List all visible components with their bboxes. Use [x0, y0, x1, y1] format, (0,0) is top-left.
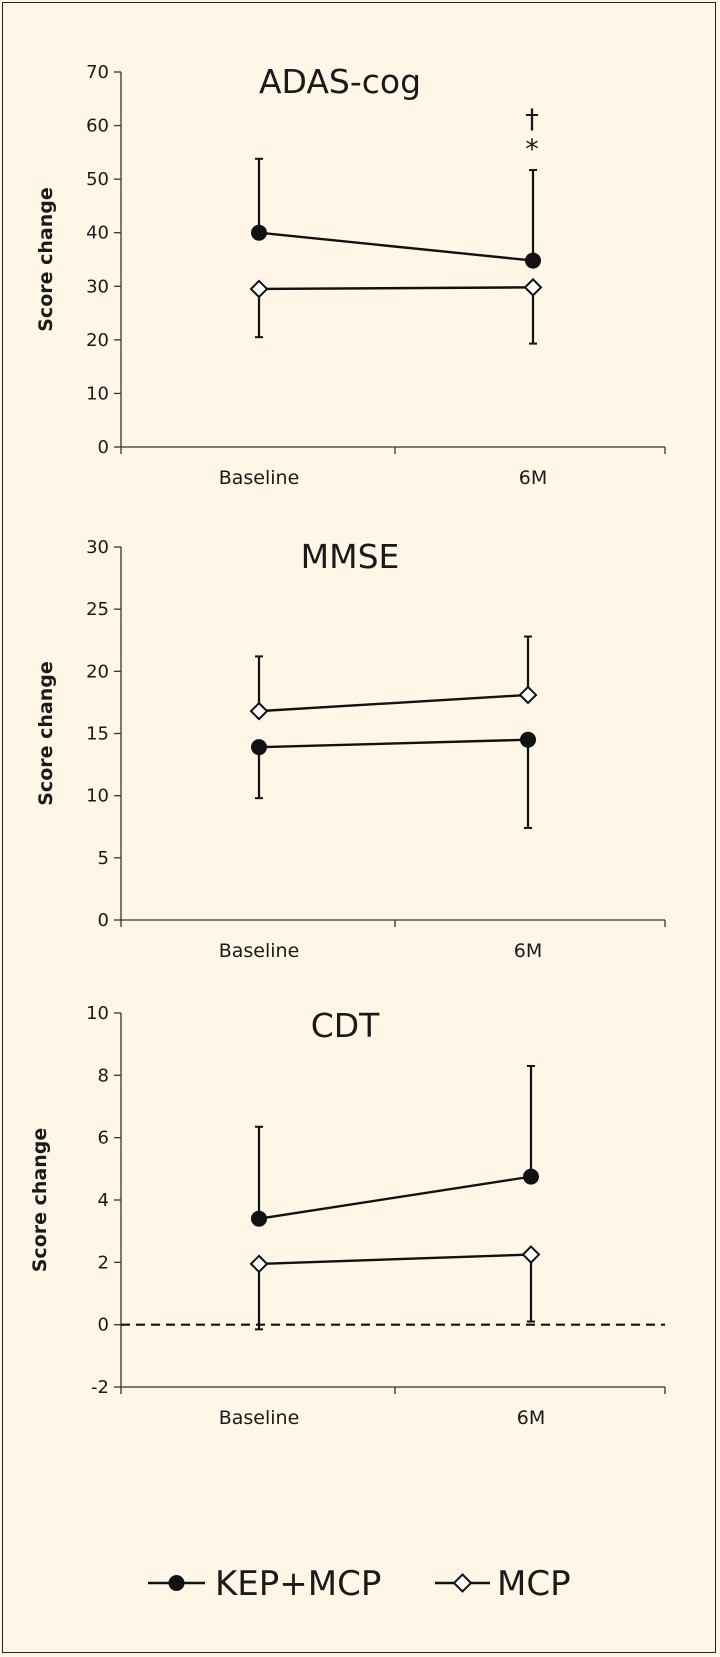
y-tick-label: 25	[86, 599, 109, 620]
series-line	[258, 286, 534, 291]
y-tick-label: 10	[86, 1003, 109, 1024]
y-tick-label: 0	[98, 1315, 109, 1336]
y-tick-label: 0	[98, 437, 109, 458]
y-tick-label: 70	[86, 62, 109, 83]
point-6m	[521, 1245, 541, 1264]
y-axis-label: Score change	[29, 1128, 51, 1273]
y-axis-label: Score change	[35, 187, 57, 332]
y-tick-label: 4	[98, 1190, 109, 1211]
series-line	[258, 1175, 532, 1220]
legend-marker	[168, 1575, 185, 1591]
series-mcp	[249, 277, 543, 345]
chart-adas-cog: ADAS-cog 0 10 20 30 40 50 60 70 Baseline 6M Score c…	[35, 62, 666, 489]
y-tick-label: 30	[86, 537, 109, 558]
y-tick-label: 8	[98, 1065, 109, 1086]
point-baseline	[249, 1254, 269, 1274]
point-baseline	[249, 701, 269, 721]
point-baseline	[251, 1210, 267, 1227]
x-tick-label-6m: 6M	[514, 940, 542, 962]
y-tick-label: 30	[86, 276, 109, 297]
y-tick-label: 0	[98, 910, 109, 931]
point-baseline	[249, 279, 269, 299]
chart-mmse: MMSE 0 5 10 15 20 25 30 Baseline 6M Score change	[35, 537, 666, 962]
significance-mark: *	[525, 134, 539, 165]
point-6m	[520, 731, 536, 748]
point-6m	[518, 685, 538, 705]
y-tick-label: -2	[91, 1377, 109, 1398]
series-line	[258, 738, 529, 749]
x-tick-label-baseline: Baseline	[219, 467, 300, 489]
series-kep-mcp	[251, 157, 541, 269]
y-tick-label: 50	[86, 169, 109, 190]
y-tick-label: 15	[86, 724, 109, 745]
x-tick-label-6m: 6M	[517, 1407, 545, 1429]
legend-label: KEP+MCP	[215, 1564, 381, 1604]
series-line	[258, 693, 529, 713]
y-axis-label: Score change	[35, 661, 57, 806]
y-tick-label: 60	[86, 116, 109, 137]
y-tick-label: 40	[86, 223, 109, 244]
x-tick-label-baseline: Baseline	[219, 1407, 300, 1429]
series-mcp	[249, 635, 538, 721]
y-tick-label: 20	[86, 330, 109, 351]
series-mcp	[249, 1245, 541, 1331]
point-6m	[523, 277, 543, 297]
series-kep-mcp	[251, 731, 536, 829]
legend-entry-mcp: MCP	[435, 1564, 571, 1604]
legend-entry-kep-mcp: KEP+MCP	[148, 1564, 381, 1604]
legend: KEP+MCP MCP	[148, 1564, 571, 1604]
y-tick-label: 10	[86, 786, 109, 807]
y-tick-label: 10	[86, 383, 109, 404]
y-tick-label: 5	[98, 848, 109, 869]
x-tick-label-6m: 6M	[519, 467, 547, 489]
chart-cdt: CDT -2 0 2 4 6 8 10 Baseline 6M Score change	[29, 1003, 666, 1429]
chart-title: ADAS-cog	[259, 62, 421, 101]
series-kep-mcp	[251, 1064, 539, 1227]
series-line	[258, 1253, 532, 1266]
y-tick-label: 6	[98, 1128, 109, 1149]
y-tick-label: 20	[86, 661, 109, 682]
point-6m	[525, 252, 541, 269]
legend-label: MCP	[497, 1564, 571, 1604]
x-tick-label-baseline: Baseline	[219, 940, 300, 962]
series-line	[258, 231, 534, 262]
legend-marker	[452, 1573, 473, 1593]
point-baseline	[251, 739, 267, 756]
chart-title: MMSE	[301, 537, 400, 576]
point-baseline	[251, 224, 267, 241]
chart-title: CDT	[311, 1006, 380, 1045]
point-6m	[523, 1168, 539, 1185]
y-tick-label: 2	[98, 1252, 109, 1273]
significance-mark: †	[525, 104, 539, 135]
